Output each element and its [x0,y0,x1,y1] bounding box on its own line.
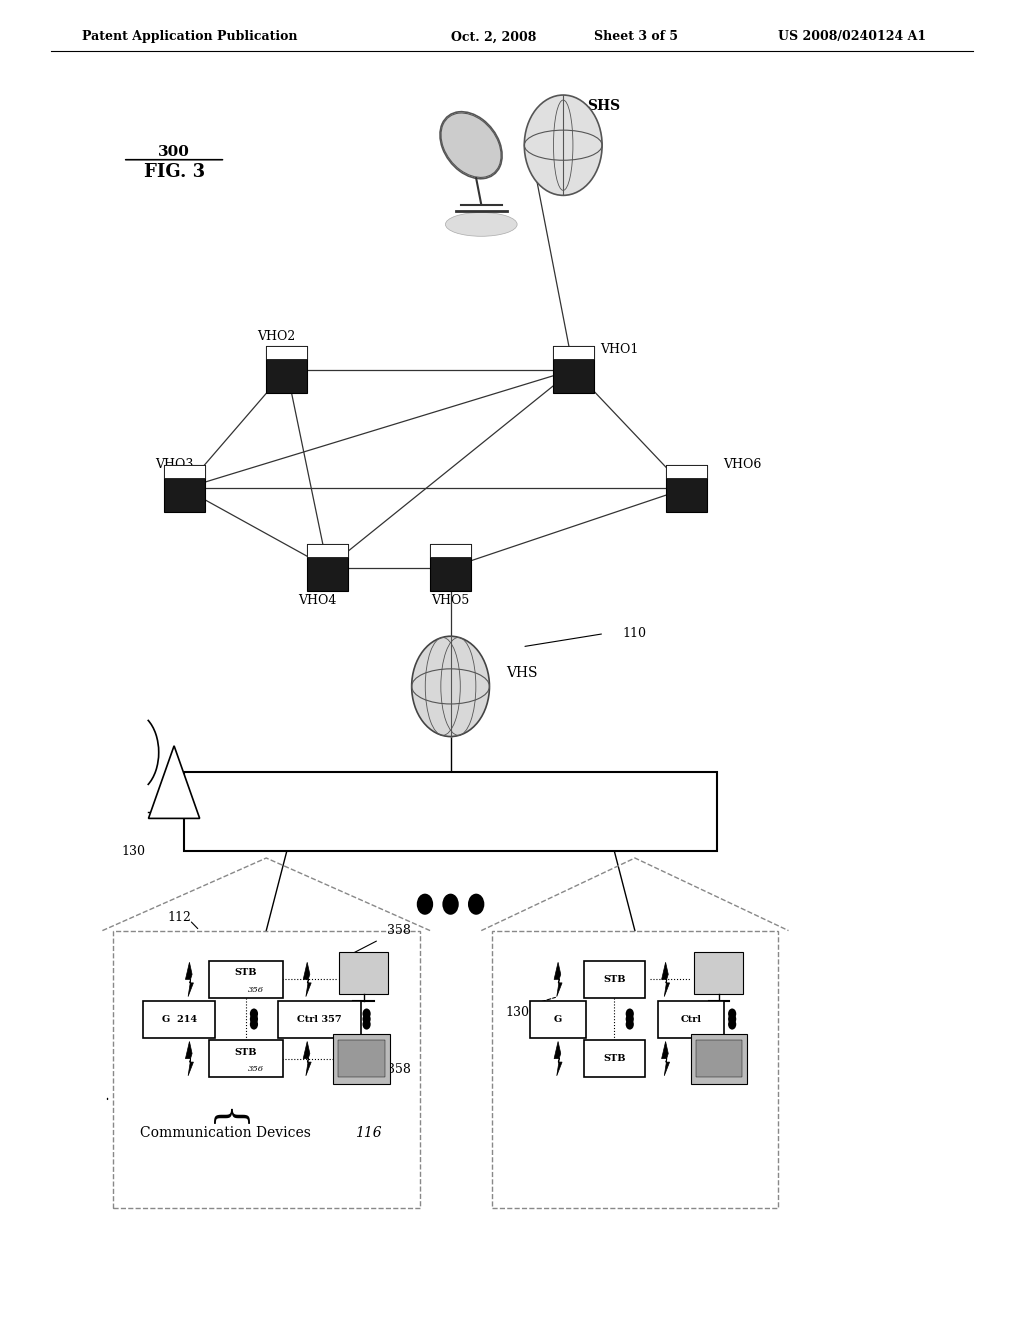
Text: 300: 300 [158,145,190,158]
Circle shape [250,1014,258,1024]
Text: STB: STB [603,1055,626,1063]
FancyBboxPatch shape [690,1034,748,1084]
Text: 358: 358 [387,1063,412,1076]
Polygon shape [303,1041,311,1076]
Text: 130: 130 [505,1006,529,1019]
FancyBboxPatch shape [430,544,471,557]
FancyBboxPatch shape [339,952,388,994]
FancyBboxPatch shape [430,544,471,591]
FancyBboxPatch shape [658,1001,725,1038]
Circle shape [626,1019,634,1030]
Text: VHO3: VHO3 [155,458,194,471]
Text: STB: STB [234,1048,257,1056]
Text: 358: 358 [387,924,412,937]
Circle shape [468,894,484,915]
Polygon shape [662,1041,670,1076]
Text: VHO4: VHO4 [298,594,337,607]
FancyBboxPatch shape [553,346,594,393]
Text: 112: 112 [167,911,191,924]
Text: VHO1: VHO1 [600,343,639,356]
Text: VHO5: VHO5 [431,594,470,607]
Text: Patent Application Publication: Patent Application Publication [82,30,297,44]
FancyBboxPatch shape [530,1001,587,1038]
FancyBboxPatch shape [209,961,283,998]
FancyBboxPatch shape [184,772,717,851]
Circle shape [728,1014,736,1024]
FancyBboxPatch shape [278,1001,361,1038]
FancyBboxPatch shape [209,1040,283,1077]
FancyBboxPatch shape [307,544,348,557]
Polygon shape [554,1041,562,1076]
Text: Sheet 3 of 5: Sheet 3 of 5 [594,30,678,44]
Text: SHS: SHS [588,99,621,112]
Text: US 2008/0240124 A1: US 2008/0240124 A1 [778,30,927,44]
FancyBboxPatch shape [694,952,743,994]
Polygon shape [662,962,670,997]
FancyBboxPatch shape [338,1040,384,1077]
Polygon shape [148,746,200,818]
Text: Ctrl: Ctrl [681,1015,701,1023]
Text: 356: 356 [248,986,264,994]
Text: FIG. 3: FIG. 3 [143,162,205,181]
Circle shape [442,894,459,915]
Text: 110: 110 [623,627,647,640]
Ellipse shape [412,636,489,737]
FancyBboxPatch shape [266,346,307,393]
FancyBboxPatch shape [666,465,707,478]
Circle shape [626,1008,634,1019]
Circle shape [362,1014,371,1024]
Text: Oct. 2, 2008: Oct. 2, 2008 [451,30,536,44]
FancyBboxPatch shape [553,346,594,359]
Text: IN CCS: IN CCS [422,821,479,834]
Text: VHO6: VHO6 [723,458,762,471]
Polygon shape [554,962,562,997]
Text: STB: STB [603,975,626,983]
FancyBboxPatch shape [333,1034,389,1084]
Text: Communication Devices: Communication Devices [140,1126,310,1139]
Polygon shape [185,962,194,997]
FancyBboxPatch shape [584,961,645,998]
Polygon shape [185,1041,194,1076]
FancyBboxPatch shape [164,465,205,512]
Circle shape [626,1014,634,1024]
Circle shape [728,1008,736,1019]
Ellipse shape [441,114,501,177]
FancyBboxPatch shape [143,1001,215,1038]
Text: 356: 356 [248,1065,264,1073]
Circle shape [362,1008,371,1019]
Text: 130: 130 [121,845,145,858]
Circle shape [250,1019,258,1030]
Text: G  214: G 214 [162,1015,197,1023]
FancyBboxPatch shape [696,1040,741,1077]
Text: Ctrl 357: Ctrl 357 [297,1015,342,1023]
FancyBboxPatch shape [666,465,707,512]
Text: 116: 116 [355,1126,382,1139]
Circle shape [250,1008,258,1019]
FancyBboxPatch shape [164,465,205,478]
Ellipse shape [445,213,517,236]
Text: ETHERNET SWITCH CARDS: ETHERNET SWITCH CARDS [340,792,561,805]
Text: VHO2: VHO2 [257,330,296,343]
Circle shape [417,894,433,915]
Text: VHS: VHS [507,667,538,680]
Polygon shape [303,962,311,997]
Text: G: G [554,1015,562,1023]
Text: {: { [207,1107,244,1131]
Circle shape [362,1019,371,1030]
FancyBboxPatch shape [307,544,348,591]
Ellipse shape [524,95,602,195]
Circle shape [728,1019,736,1030]
FancyBboxPatch shape [584,1040,645,1077]
FancyBboxPatch shape [266,346,307,359]
Text: STB: STB [234,969,257,977]
